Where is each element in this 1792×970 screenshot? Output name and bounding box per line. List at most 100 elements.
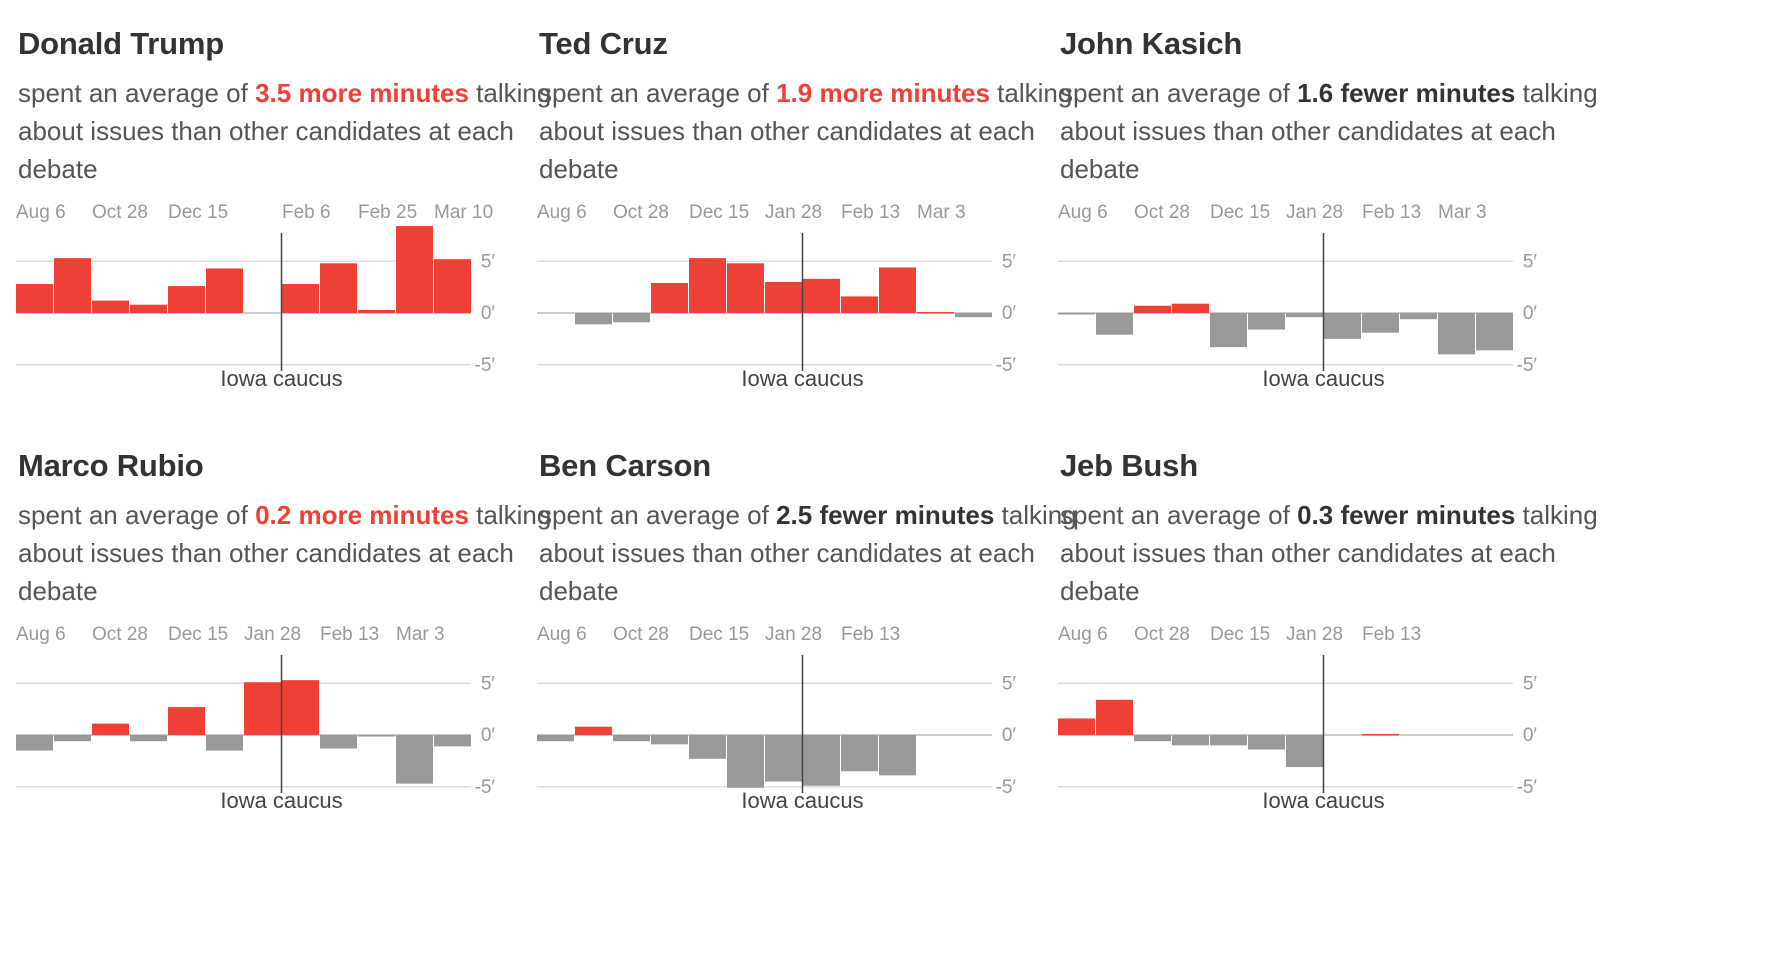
y-tick-label: -5′ [475,355,496,376]
bar [879,267,916,313]
bar [803,735,840,786]
bar [206,735,243,751]
panel-ted-cruz: Ted Cruz spent an average of 1.9 more mi… [537,0,1097,470]
bar [1058,313,1095,315]
y-tick-label: 5′ [1002,673,1017,694]
x-tick-label: Aug 6 [537,202,587,223]
candidate-name: Marco Rubio [18,448,204,483]
x-tick-label: Aug 6 [1058,624,1108,645]
marker-label: Iowa caucus [1262,788,1384,813]
summary-stat: 3.5 more minutes [255,78,469,108]
bar [358,735,395,737]
summary-stat: 0.2 more minutes [255,500,469,530]
x-tick-label: Dec 15 [1210,624,1270,645]
panel-ben-carson: Ben Carson spent an average of 2.5 fewer… [537,422,1097,892]
marker-label: Iowa caucus [741,366,863,391]
x-tick-label: Jan 28 [765,624,822,645]
candidate-name: Ted Cruz [539,26,668,61]
x-tick-label: Feb 13 [1362,624,1421,645]
bar [841,735,878,772]
bar [1172,735,1209,746]
y-tick-label: 0′ [1523,725,1538,746]
x-tick-label: Jan 28 [244,624,301,645]
marker-label: Iowa caucus [741,788,863,813]
bar [575,313,612,325]
x-tick-label: Jan 28 [765,202,822,223]
y-tick-label: -5′ [1517,355,1538,376]
bar [727,263,764,313]
bar [396,735,433,784]
panel-donald-trump: Donald Trump spent an average of 3.5 mor… [16,0,576,470]
bar [16,284,53,313]
bar [803,278,840,313]
bar [244,682,281,735]
bar [575,726,612,735]
x-tick-label: Mar 3 [917,202,966,223]
x-tick-label: Feb 13 [841,202,900,223]
bar [537,735,574,742]
debate-bar-chart: 5′ 0′ -5′ Aug 6 Oct 28 Dec 15 Jan 28 Feb 13 Iowa… [537,624,1017,813]
bar [841,296,878,313]
bar [689,735,726,759]
x-tick-label: Dec 15 [689,624,749,645]
bar [765,735,802,782]
x-tick-label: Feb 25 [358,202,417,223]
candidate-summary: spent an average of 2.5 fewer minutes ta… [539,496,1099,610]
bar [613,313,650,323]
bar [358,309,395,313]
summary-prefix: spent an average of [18,500,248,530]
x-tick-label: Oct 28 [1134,624,1190,645]
bar [130,735,167,742]
panel-marco-rubio: Marco Rubio spent an average of 0.2 more… [16,422,576,892]
summary-stat: 0.3 fewer minutes [1297,500,1516,530]
x-tick-label: Oct 28 [92,202,148,223]
x-tick-label: Feb 13 [1362,202,1421,223]
bar [613,735,650,742]
summary-suffix: talking about issues than other candidat… [1060,500,1598,606]
summary-prefix: spent an average of [1060,78,1290,108]
y-tick-label: 0′ [1002,725,1017,746]
x-tick-label: Aug 6 [16,624,66,645]
bar [320,735,357,749]
summary-suffix: talking about issues than other candidat… [1060,78,1598,184]
panel-jeb-bush: Jeb Bush spent an average of 0.3 fewer m… [1058,422,1618,892]
bar [16,735,53,751]
candidate-name: Jeb Bush [1060,448,1198,483]
y-tick-label: -5′ [1517,777,1538,798]
bar [54,735,91,742]
candidate-name: Donald Trump [18,26,224,61]
debate-bar-chart: 5′ 0′ -5′ Aug 6 Oct 28 Dec 15 Jan 28 Feb 13 Iowa… [1058,624,1538,813]
x-tick-label: Dec 15 [168,624,228,645]
bar [396,226,433,313]
bar [434,735,471,747]
bar [282,284,319,313]
bar [1210,735,1247,746]
bar [168,707,205,735]
x-tick-label: Mar 3 [1438,202,1487,223]
debate-bar-chart: 5′ 0′ -5′ Aug 6 Oct 28 Dec 15 Jan 28 Feb 13 Mar … [1058,202,1538,391]
bar [765,281,802,313]
summary-suffix: talking about issues than other candidat… [18,500,552,606]
x-tick-label: Dec 15 [689,202,749,223]
bar [1286,735,1323,768]
x-tick-label: Feb 6 [282,202,331,223]
bar [168,286,205,313]
summary-stat: 1.9 more minutes [776,78,990,108]
bar [689,258,726,313]
y-tick-label: 5′ [481,251,496,272]
debate-bar-chart: 5′ 0′ -5′ Aug 6 Oct 28 Dec 15 Jan 28 Feb 13 Mar … [537,202,1016,391]
panel-john-kasich: John Kasich spent an average of 1.6 fewe… [1058,0,1618,470]
bar [282,680,319,735]
bar [879,735,916,776]
bar [651,735,688,745]
y-tick-label: 0′ [1523,303,1538,324]
candidate-summary: spent an average of 0.3 fewer minutes ta… [1060,496,1620,610]
bar [434,259,471,313]
bar [1172,303,1209,313]
x-tick-label: Aug 6 [16,202,66,223]
y-tick-label: 0′ [481,303,496,324]
bar [206,268,243,313]
candidate-summary: spent an average of 0.2 more minutes tal… [18,496,578,610]
y-tick-label: 0′ [481,725,496,746]
bar [1476,313,1513,351]
